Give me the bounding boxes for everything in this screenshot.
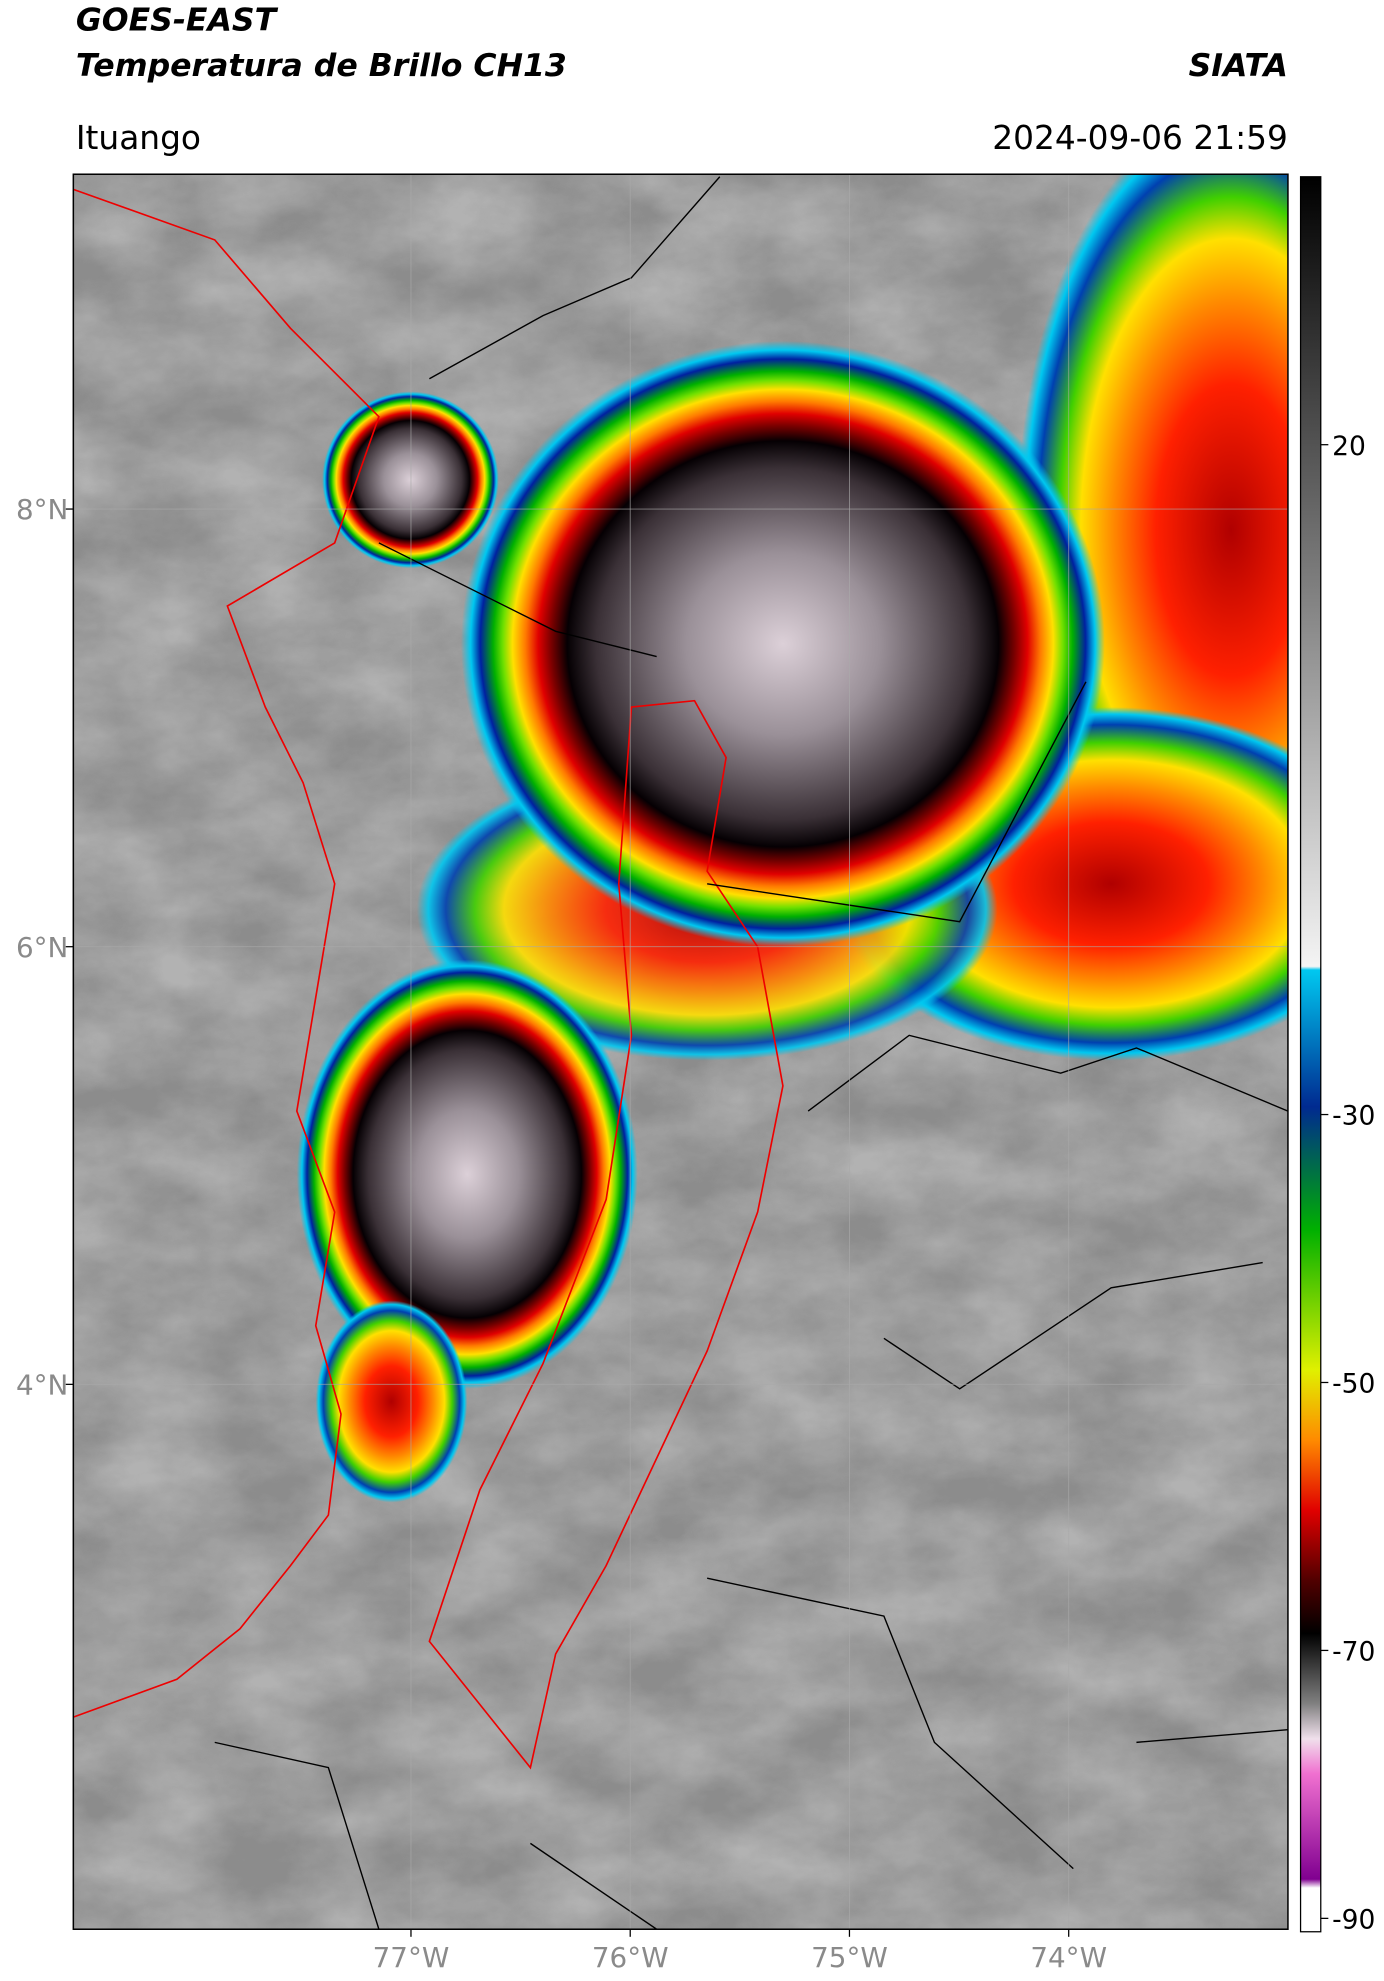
warm-band [315, 1300, 468, 1503]
title-agency: SIATA [1189, 48, 1288, 84]
storm [460, 340, 1105, 947]
lat-tick-label: 6°N [16, 931, 68, 964]
location: Ituango [76, 119, 201, 157]
colorbar-tick-label: -30 [1332, 1101, 1375, 1132]
lat-tick-label: 4°N [16, 1368, 68, 1401]
storm [322, 391, 499, 569]
storm [296, 959, 638, 1389]
map-frame [72, 173, 1289, 1930]
lon-tick-label: 77°W [373, 1941, 450, 1974]
map-image [73, 174, 1288, 1930]
datetime: 2024-09-06 21:59 [992, 119, 1288, 157]
colorbar [1299, 176, 1322, 1933]
colorbar-tick-label: -90 [1332, 1904, 1375, 1935]
lon-tick-label: 76°W [592, 1941, 669, 1974]
title-satellite: GOES-EAST [76, 2, 279, 38]
colorbar-tick-label: -70 [1332, 1637, 1375, 1668]
title-product: Temperatura de Brillo CH13 [76, 48, 567, 84]
colorbar-tick-label: 20 [1332, 431, 1366, 462]
department-border [428, 699, 784, 1770]
coastline [73, 188, 380, 1718]
colorbar-tick-label: -50 [1332, 1369, 1375, 1400]
admin-border [214, 176, 1288, 1930]
lat-tick-label: 8°N [16, 493, 68, 526]
lon-tick-label: 75°W [811, 1941, 888, 1974]
grid [65, 174, 1288, 1937]
lon-tick-label: 74°W [1030, 1941, 1107, 1974]
